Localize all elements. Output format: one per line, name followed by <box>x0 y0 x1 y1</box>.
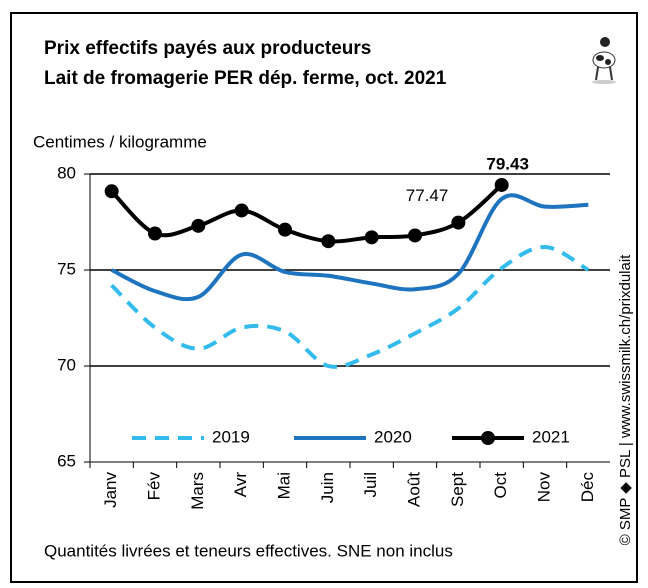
y-axis-label: Centimes / kilogramme <box>33 132 207 151</box>
x-tick-label: Mai <box>274 472 293 499</box>
y-tick-label: 75 <box>57 259 76 278</box>
x-tick-label: Juil <box>361 472 380 498</box>
marker <box>235 203 249 217</box>
x-tick-label: Mars <box>188 472 207 510</box>
legend-marker <box>481 431 495 445</box>
y-tick-label: 70 <box>57 355 76 374</box>
x-tick-label: Déc <box>578 472 597 503</box>
value-label: 79.43 <box>486 154 529 173</box>
legend-label: 2021 <box>532 427 570 446</box>
marker <box>365 230 379 244</box>
x-tick-label: Août <box>404 472 423 507</box>
marker <box>451 216 465 230</box>
chart: Prix effectifs payés aux producteurs Lai… <box>0 0 648 583</box>
marker <box>278 223 292 237</box>
x-tick-label: Janv <box>101 472 120 508</box>
value-label: 77.47 <box>406 186 449 205</box>
marker <box>495 178 509 192</box>
x-tick-label: Nov <box>534 472 553 503</box>
legend-label: 2020 <box>374 427 412 446</box>
x-tick-label: Oct <box>491 472 510 499</box>
legend-label: 2019 <box>212 427 250 446</box>
x-tick-label: Avr <box>231 472 250 498</box>
note: Quantités livrées et teneurs effectives.… <box>44 541 453 560</box>
source: © SMP ◆ PSL | www.swissmilk.ch/prixdulai… <box>617 254 634 546</box>
x-tick-label: Juin <box>318 472 337 503</box>
marker <box>105 184 119 198</box>
marker <box>148 227 162 241</box>
marker <box>408 228 422 242</box>
x-tick-label: Fév <box>144 472 163 501</box>
y-tick-label: 80 <box>57 163 76 182</box>
chart-subtitle: Lait de fromagerie PER dép. ferme, oct. … <box>44 68 447 89</box>
chart-title: Prix effectifs payés aux producteurs <box>44 38 371 59</box>
y-tick-label: 65 <box>57 451 76 470</box>
marker <box>191 219 205 233</box>
x-tick-label: Sept <box>448 472 467 507</box>
marker <box>321 234 335 248</box>
